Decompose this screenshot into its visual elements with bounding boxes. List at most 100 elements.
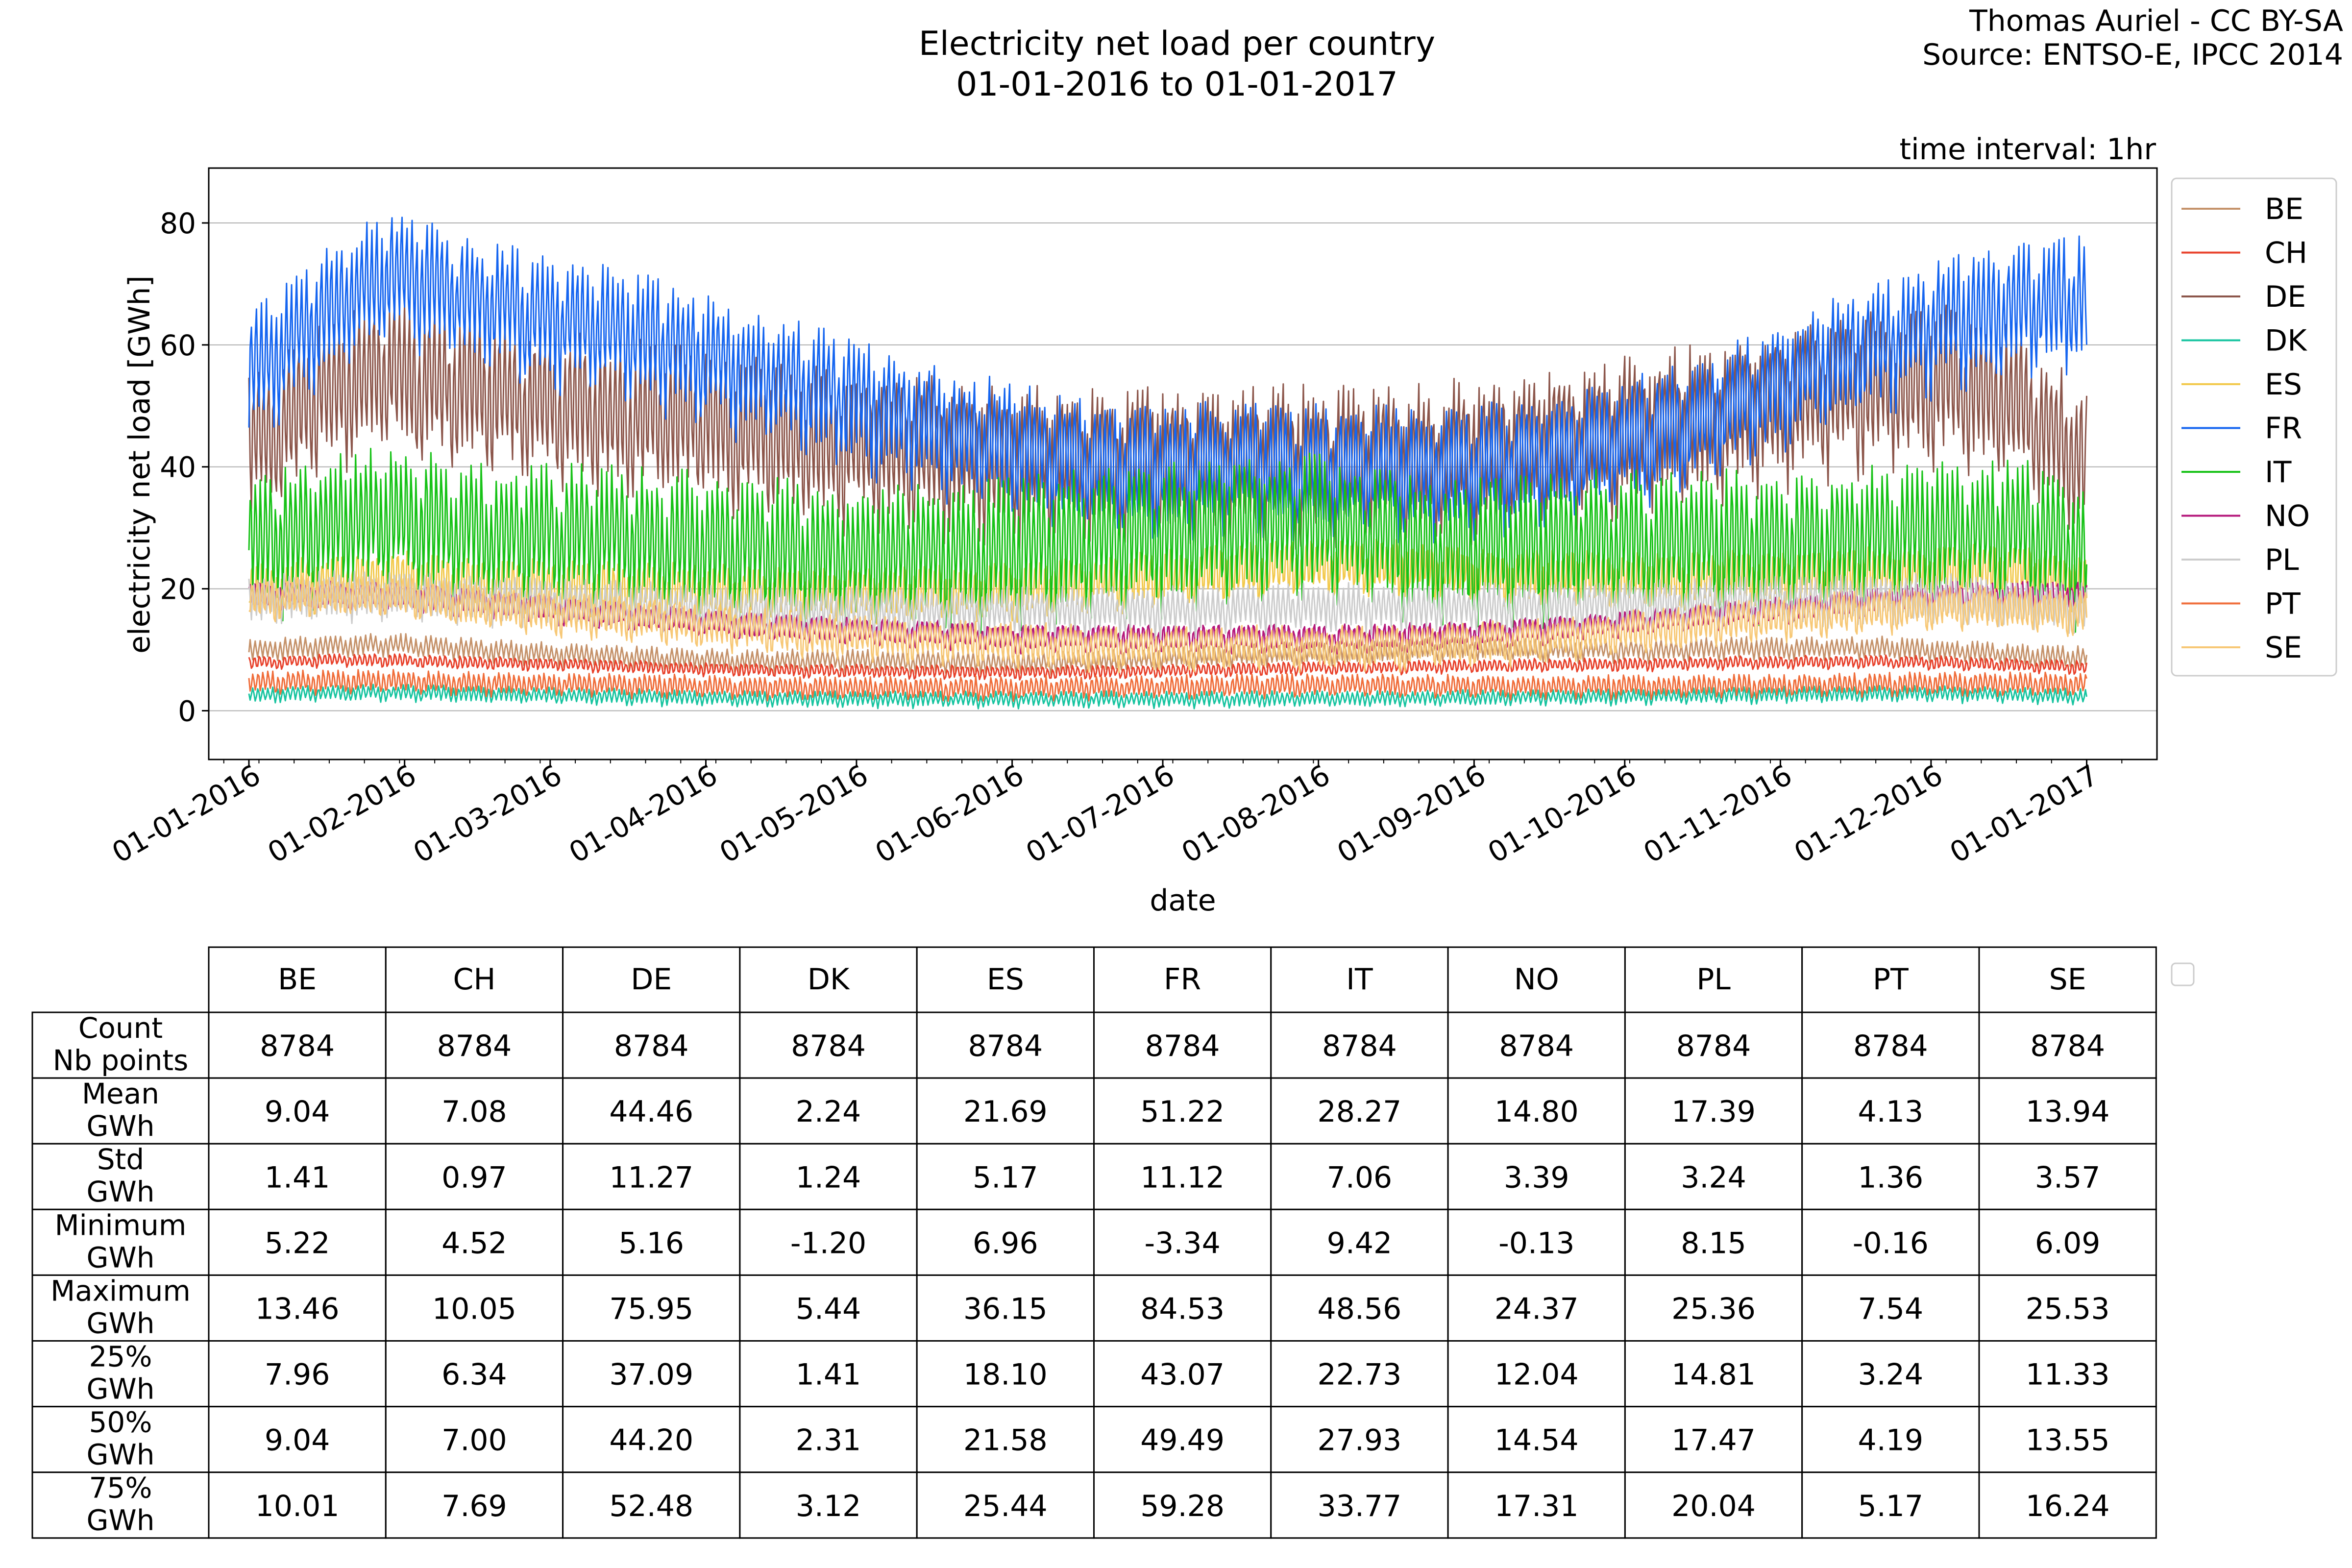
table-cell [562,1143,741,1210]
table-cell [1093,1011,1272,1079]
table-cell-value: 44.46 [609,1095,693,1129]
table-header-fr: FR [1164,962,1201,997]
table-cell [385,1471,564,1539]
table-cell [385,1143,564,1210]
table-cell [1624,1406,1803,1473]
table-row-label: GWh [86,1438,154,1471]
table-cell [1447,1208,1626,1276]
table-cell [1093,1077,1272,1145]
table-cell-value: 8784 [1676,1029,1751,1063]
series-line-se [248,575,2087,674]
table-cell-value: 11.33 [2026,1358,2110,1392]
table-cell [562,1406,741,1473]
table-cell-value: 4.19 [1858,1423,1924,1458]
table-header-se: SE [2049,962,2086,997]
table-cell-value: 6.34 [441,1358,507,1392]
table-cell-value: 5.44 [796,1292,861,1326]
table-cell [1978,1011,2157,1079]
table-cell-value: 44.20 [609,1423,693,1458]
series-line-ch [248,653,2087,681]
table-cell [1624,1274,1803,1342]
table-cell [1447,1471,1626,1539]
table-row-label: Mean [82,1077,159,1110]
table-cell-value: 17.47 [1671,1423,1756,1458]
chart-title: Electricity net load per country [919,24,1435,63]
table-cell [739,1077,918,1145]
table-cell-value: 13.94 [2026,1095,2110,1129]
table-row-label: 50% [89,1406,152,1439]
table-cell-value: 5.17 [1858,1489,1924,1523]
table-cell-value: 5.16 [618,1226,684,1260]
legend-label-pl: PL [2265,543,2299,577]
table-cell-value: 51.22 [1140,1095,1225,1129]
table-cell-value: 1.36 [1858,1160,1924,1195]
legend-label-pt: PT [2265,587,2301,621]
table-cell [208,1077,387,1145]
table-cell-value: 2.24 [796,1095,861,1129]
table-cell [1270,1011,1449,1079]
table-cell-value: -0.16 [1853,1226,1929,1260]
table-row-label-cell [31,1077,210,1145]
table-cell [562,1340,741,1408]
table-cell-value: 37.09 [609,1358,693,1392]
table-cell-value: 52.48 [609,1489,693,1523]
table-row-label-cell [31,1143,210,1210]
table-cell-value: 2.31 [796,1423,861,1458]
legend-label-ch: CH [2265,236,2307,270]
table-cell-value: 21.58 [963,1423,1048,1458]
y-tick-label: 80 [160,207,196,240]
legend: BE CH DE DK ES FR IT NO PL PT SE [2171,177,2337,677]
table-row-label: 75% [89,1471,152,1505]
y-tick-label: 20 [160,573,196,606]
table-cell [385,1011,564,1079]
table-cell-value: 0.97 [441,1160,507,1195]
table-header-cell [208,946,387,1013]
table-cell [739,1471,918,1539]
table-cell [1093,1406,1272,1473]
table-header-dk: DK [808,962,850,997]
table-cell-value: 11.27 [609,1160,693,1195]
table-cell-value: 7.54 [1858,1292,1924,1326]
table-cell-value: 8784 [1499,1029,1574,1063]
table-cell-value: 1.41 [796,1358,861,1392]
y-tick-label: 40 [160,451,196,484]
table-cell [1624,1471,1803,1539]
table-cell [739,1208,918,1276]
table-cell [1978,1077,2157,1145]
table-cell [385,1274,564,1342]
table-cell-value: 8784 [614,1029,689,1063]
table-header-it: IT [1346,962,1373,997]
table-cell-value: 25.44 [963,1489,1048,1523]
series-line-no [248,581,2087,655]
table-cell-value: -1.20 [790,1226,866,1260]
table-cell-value: 25.36 [1671,1292,1756,1326]
table-header-pl: PL [1696,962,1731,997]
table-row-label-cell [31,1406,210,1473]
table-cell [916,1077,1095,1145]
series-line-pt [248,669,2087,702]
table-cell [385,1208,564,1276]
table-cell [1270,1143,1449,1210]
table-cell-value: 14.54 [1494,1423,1579,1458]
table-cell-value: 8784 [1145,1029,1220,1063]
legend-label-be: BE [2265,192,2303,226]
table-cell-value: 10.01 [255,1489,340,1523]
table-cell-value: 13.55 [2026,1423,2110,1458]
table-cell-value: 10.05 [432,1292,516,1326]
table-cell-value: 25.53 [2026,1292,2110,1326]
table-cell [1624,1208,1803,1276]
table-cell-value: 43.07 [1140,1358,1225,1392]
table-cell [385,1077,564,1145]
table-cell-value: 17.31 [1494,1489,1579,1523]
table-cell [1093,1274,1272,1342]
table-header-ch: CH [453,962,495,997]
table-cell-value: 8784 [968,1029,1043,1063]
table-cell [208,1406,387,1473]
table-cell-value: -0.13 [1498,1226,1574,1260]
table-cell-value: 49.49 [1140,1423,1225,1458]
table-cell-value: 4.52 [441,1226,507,1260]
table-cell [562,1011,741,1079]
table-cell-value: 20.04 [1671,1489,1756,1523]
table-cell-value: 36.15 [963,1292,1048,1326]
